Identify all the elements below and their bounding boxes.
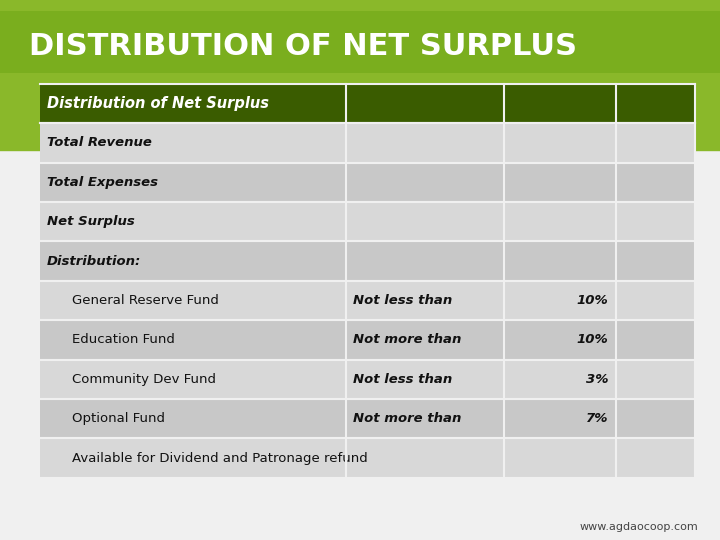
Bar <box>40 241 695 281</box>
Text: 7%: 7% <box>586 412 608 426</box>
Text: www.agdaocoop.com: www.agdaocoop.com <box>580 522 698 532</box>
Text: Community Dev Fund: Community Dev Fund <box>72 373 216 386</box>
Text: 3%: 3% <box>586 373 608 386</box>
Text: Total Revenue: Total Revenue <box>47 136 152 150</box>
Bar <box>40 438 695 478</box>
Bar <box>40 163 695 202</box>
Text: Total Expenses: Total Expenses <box>47 176 158 189</box>
Bar <box>40 281 695 320</box>
Text: Not less than: Not less than <box>353 294 452 307</box>
Text: 10%: 10% <box>577 294 608 307</box>
Text: Available for Dividend and Patronage refund: Available for Dividend and Patronage ref… <box>72 451 368 465</box>
Text: General Reserve Fund: General Reserve Fund <box>72 294 219 307</box>
Text: Distribution:: Distribution: <box>47 254 141 268</box>
Bar <box>0 11 720 73</box>
Text: Not more than: Not more than <box>353 333 462 347</box>
Bar <box>40 399 695 438</box>
Text: Not more than: Not more than <box>353 412 462 426</box>
Bar <box>40 84 695 123</box>
Text: 10%: 10% <box>577 333 608 347</box>
Text: Optional Fund: Optional Fund <box>72 412 165 426</box>
Bar <box>40 202 695 241</box>
Text: Not less than: Not less than <box>353 373 452 386</box>
Bar <box>40 123 695 163</box>
FancyBboxPatch shape <box>0 0 720 151</box>
Text: DISTRIBUTION OF NET SURPLUS: DISTRIBUTION OF NET SURPLUS <box>29 32 577 62</box>
Text: Education Fund: Education Fund <box>72 333 175 347</box>
Text: Distribution of Net Surplus: Distribution of Net Surplus <box>47 96 269 111</box>
Bar <box>40 360 695 399</box>
Text: Net Surplus: Net Surplus <box>47 215 135 228</box>
Bar <box>40 320 695 360</box>
